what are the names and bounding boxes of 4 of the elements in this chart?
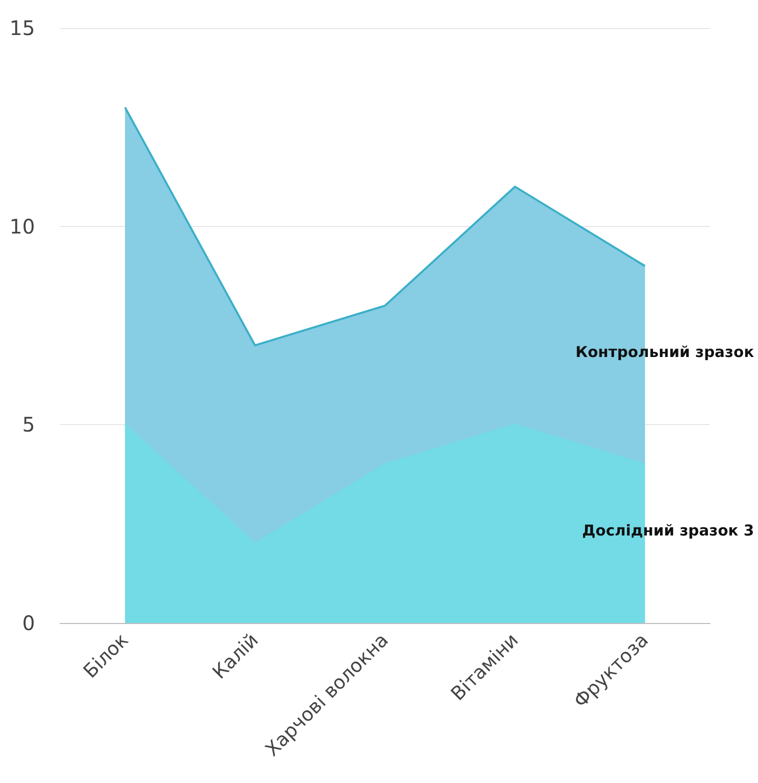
y-tick-label: 0 [22, 611, 35, 635]
y-tick-label: 15 [10, 16, 35, 40]
y-tick-label: 5 [22, 412, 35, 437]
y-tick-label: 10 [10, 214, 35, 238]
